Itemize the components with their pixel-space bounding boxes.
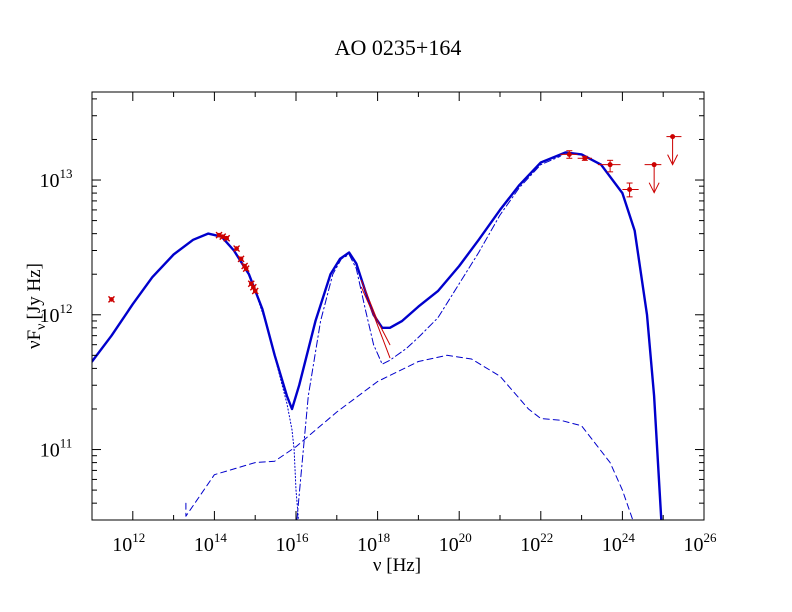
y-axis-label-main: νF [24, 330, 45, 349]
chart-title: AO 0235+164 [335, 35, 462, 60]
y-tick-label-1: 1012 [40, 301, 73, 327]
ul-arrow-head-1 [667, 154, 679, 166]
data-point-4 [234, 246, 239, 251]
gamma-point-3 [627, 187, 633, 193]
y-tick-exponent: 12 [60, 301, 73, 316]
gamma-point-0 [566, 151, 572, 157]
x-tick-label-1: 1014 [194, 530, 228, 556]
y-axis-label-unit: [Jy Hz] [24, 263, 45, 319]
x-tick-base: 10 [439, 534, 459, 556]
series-line-2 [296, 155, 561, 520]
x-tick-base: 10 [194, 534, 214, 556]
x-tick-exponent: 18 [377, 530, 390, 545]
x-axis: 1012 1014 1016 1018 1020 1022 1024 1026 [91, 92, 718, 556]
plot-area [92, 134, 682, 520]
x-tick-exponent: 24 [622, 530, 636, 545]
x-tick-base: 10 [520, 534, 540, 556]
x-tick-label-6: 1024 [602, 530, 636, 556]
y-axis-label-sub: ν [34, 323, 49, 329]
x-tick-label-4: 1020 [439, 530, 472, 556]
data-point-0 [109, 297, 114, 302]
x-tick-exponent: 14 [214, 530, 228, 545]
series-line-0 [92, 151, 663, 520]
y-tick-base: 10 [40, 440, 60, 462]
y-tick-exponent: 13 [60, 166, 73, 181]
data-point-3 [224, 235, 229, 241]
x-tick-label-5: 1022 [520, 530, 553, 556]
ul-point-1 [670, 134, 676, 140]
x-axis-label: ν [Hz] [373, 555, 421, 576]
y-tick-exponent: 11 [60, 436, 73, 451]
y-tick-label-0: 1011 [40, 436, 73, 462]
y-tick-label-2: 1013 [40, 166, 73, 192]
data-point-10 [252, 288, 258, 294]
plot-frame [91, 91, 705, 521]
x-tick-label-7: 1026 [684, 530, 718, 556]
x-tick-label-3: 1018 [357, 530, 390, 556]
y-tick-base: 10 [40, 170, 60, 192]
x-tick-base: 10 [684, 534, 704, 556]
x-tick-base: 10 [112, 534, 132, 556]
x-tick-exponent: 26 [704, 530, 718, 545]
series-line-5 [360, 286, 391, 359]
series-line-1 [254, 290, 299, 520]
x-tick-base: 10 [276, 534, 296, 556]
ul-arrow-head-0 [648, 182, 660, 194]
x-tick-label-2: 1016 [276, 530, 310, 556]
series-line-3 [185, 354, 634, 520]
gamma-point-2 [607, 162, 613, 168]
plot-content [92, 134, 682, 520]
x-tick-exponent: 12 [132, 530, 145, 545]
x-tick-exponent: 16 [296, 530, 310, 545]
x-tick-base: 10 [357, 534, 377, 556]
y-axis-label: νFν [Jy Hz] [24, 263, 49, 349]
data-point-7 [243, 266, 249, 271]
y-tick-base: 10 [40, 305, 60, 327]
x-tick-exponent: 20 [459, 530, 472, 545]
x-tick-exponent: 22 [540, 530, 553, 545]
ul-point-0 [651, 162, 657, 168]
x-tick-label-0: 1012 [112, 530, 145, 556]
gamma-point-1 [582, 155, 588, 161]
series-line-4 [360, 279, 391, 346]
x-tick-base: 10 [602, 534, 622, 556]
data-point-5 [238, 256, 244, 262]
